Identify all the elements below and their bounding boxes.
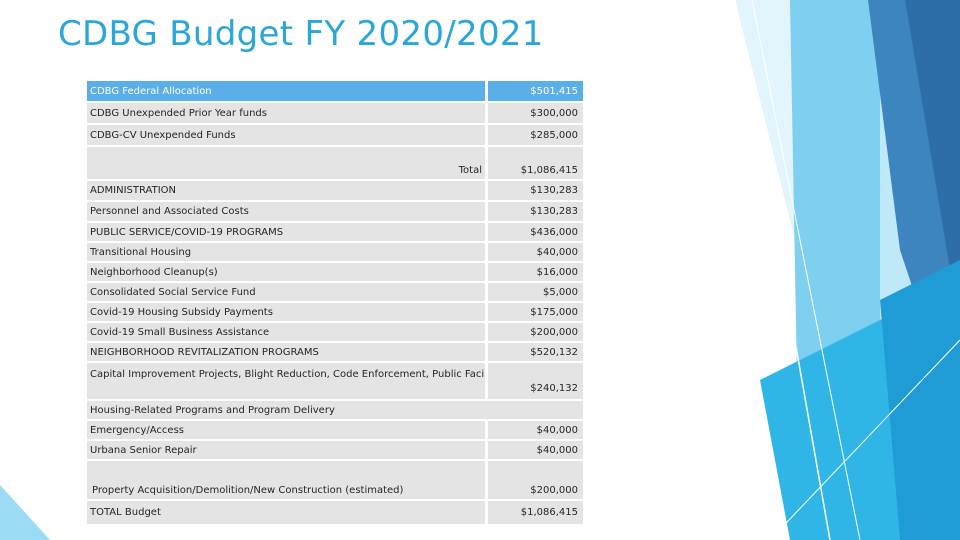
row-amount: $130,283 <box>485 202 583 223</box>
row-label: Emergency/Access <box>87 421 485 441</box>
table-row: Property Acquisition/Demolition/New Cons… <box>87 461 583 501</box>
row-amount: $200,000 <box>485 323 583 343</box>
table-row: Personnel and Associated Costs $130,283 <box>87 202 583 223</box>
slide-title: CDBG Budget FY 2020/2021 <box>58 14 544 54</box>
row-label: Personnel and Associated Costs <box>87 202 485 223</box>
table-row: TOTAL Budget $1,086,415 <box>87 501 583 526</box>
row-label: CDBG Unexpended Prior Year funds <box>87 103 485 125</box>
total-amount: $1,086,415 <box>485 147 583 181</box>
row-label: Covid-19 Small Business Assistance <box>87 323 485 343</box>
table-row: Covid-19 Housing Subsidy Payments $175,0… <box>87 303 583 323</box>
row-label: Transitional Housing <box>87 243 485 263</box>
table-row: Capital Improvement Projects, Blight Red… <box>87 363 583 401</box>
table-row: PUBLIC SERVICE/COVID-19 PROGRAMS $436,00… <box>87 223 583 243</box>
row-label: TOTAL Budget <box>87 501 485 526</box>
row-label: NEIGHBORHOOD REVITALIZATION PROGRAMS <box>87 343 485 363</box>
table-row: Covid-19 Small Business Assistance $200,… <box>87 323 583 343</box>
table-row: Consolidated Social Service Fund $5,000 <box>87 283 583 303</box>
row-amount: $130,283 <box>485 181 583 202</box>
table-row: CDBG Federal Allocation $501,415 <box>87 81 583 103</box>
right-band-lower <box>880 260 960 540</box>
total-label: Total <box>87 147 485 181</box>
table-row: CDBG-CV Unexpended Funds $285,000 <box>87 125 583 147</box>
row-label: PUBLIC SERVICE/COVID-19 PROGRAMS <box>87 223 485 243</box>
row-label: ADMINISTRATION <box>87 181 485 202</box>
row-label: Consolidated Social Service Fund <box>87 283 485 303</box>
row-label: Covid-19 Housing Subsidy Payments <box>87 303 485 323</box>
accent-line-1 <box>734 0 831 540</box>
row-amount: $40,000 <box>485 441 583 461</box>
row-amount: $16,000 <box>485 263 583 283</box>
row-amount: $1,086,415 <box>485 501 583 526</box>
row-amount: $200,000 <box>485 461 583 501</box>
row-amount: $520,132 <box>485 343 583 363</box>
table-row: Neighborhood Cleanup(s) $16,000 <box>87 263 583 283</box>
table-row: Emergency/Access $40,000 <box>87 421 583 441</box>
row-label: Property Acquisition/Demolition/New Cons… <box>87 461 485 501</box>
row-amount: $240,132 <box>485 363 583 401</box>
row-label: Capital Improvement Projects, Blight Red… <box>87 363 485 401</box>
table-row: CDBG Unexpended Prior Year funds $300,00… <box>87 103 583 125</box>
table-row: ADMINISTRATION $130,283 <box>87 181 583 202</box>
row-label: Urbana Senior Repair <box>87 441 485 461</box>
row-amount: $175,000 <box>485 303 583 323</box>
row-amount: $5,000 <box>485 283 583 303</box>
row-amount: $40,000 <box>485 421 583 441</box>
right-band-dark <box>905 0 960 330</box>
row-amount: $40,000 <box>485 243 583 263</box>
accent-line-3 <box>769 339 960 540</box>
row-label: Neighborhood Cleanup(s) <box>87 263 485 283</box>
accent-line-2 <box>751 0 861 540</box>
left-corner-triangle <box>0 485 50 540</box>
table-row: NEIGHBORHOOD REVITALIZATION PROGRAMS $52… <box>87 343 583 363</box>
table-row: Urbana Senior Repair $40,000 <box>87 441 583 461</box>
table-row: Total $1,086,415 <box>87 147 583 181</box>
table-row: Transitional Housing $40,000 <box>87 243 583 263</box>
row-amount: $501,415 <box>485 81 583 103</box>
row-label: CDBG Federal Allocation <box>87 81 485 103</box>
table-row: Housing-Related Programs and Program Del… <box>87 401 583 421</box>
row-amount: $300,000 <box>485 103 583 125</box>
row-label: Housing-Related Programs and Program Del… <box>87 401 583 421</box>
budget-table: CDBG Federal Allocation $501,415 CDBG Un… <box>87 81 583 526</box>
row-amount: $436,000 <box>485 223 583 243</box>
row-amount: $285,000 <box>485 125 583 147</box>
row-label: CDBG-CV Unexpended Funds <box>87 125 485 147</box>
